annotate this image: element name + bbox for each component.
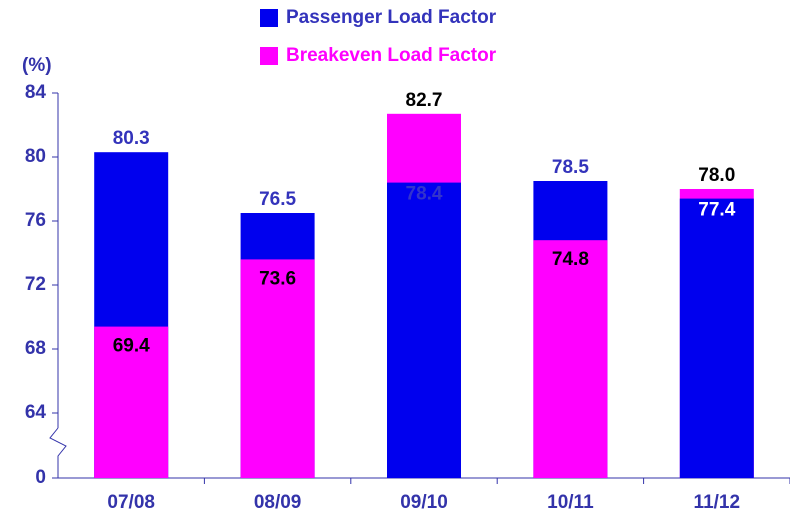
value-label: 78.5	[552, 157, 589, 178]
y-axis-label: (%)	[22, 55, 52, 76]
y-tick-label: 0	[35, 467, 46, 488]
bar	[533, 240, 608, 478]
y-tick-label: 84	[25, 82, 47, 103]
y-tick-label: 64	[25, 402, 47, 423]
y-tick-label: 80	[25, 146, 46, 167]
bar	[387, 182, 461, 478]
y-tick-label: 72	[25, 274, 46, 295]
x-tick-label: 07/08	[107, 492, 155, 513]
value-label: 76.5	[259, 189, 296, 210]
x-tick-label: 08/09	[254, 492, 302, 513]
y-tick-label: 76	[25, 210, 46, 231]
bar	[679, 198, 754, 478]
x-tick-label: 11/12	[694, 492, 741, 513]
value-label: 74.8	[552, 249, 589, 270]
y-tick-label: 68	[25, 338, 46, 359]
legend-swatch	[260, 9, 278, 27]
legend-label: Passenger Load Factor	[286, 7, 497, 28]
value-label: 78.0	[698, 165, 735, 186]
axis-break	[49, 427, 67, 478]
x-tick-label: 09/10	[400, 492, 448, 513]
x-tick-label: 10/11	[547, 492, 594, 513]
bar	[240, 259, 315, 478]
value-label: 80.3	[113, 128, 150, 149]
legend-swatch	[260, 47, 278, 65]
value-label: 73.6	[259, 268, 296, 289]
value-label: 77.4	[698, 200, 735, 221]
bar	[94, 326, 169, 478]
value-label: 82.7	[406, 90, 443, 111]
value-label: 78.4	[406, 184, 443, 205]
value-label: 69.4	[113, 336, 150, 357]
legend-label: Breakeven Load Factor	[286, 45, 497, 66]
